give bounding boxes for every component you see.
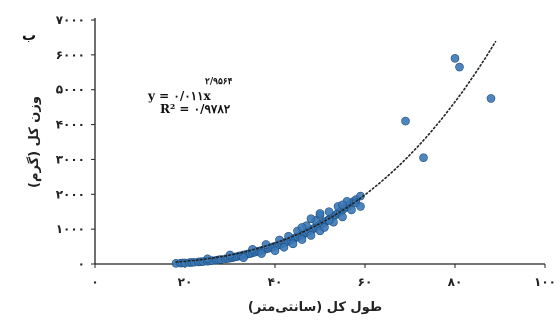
data-point xyxy=(297,235,307,244)
data-point xyxy=(257,249,266,258)
data-point xyxy=(419,153,428,162)
data-point xyxy=(315,209,325,218)
data-point xyxy=(486,94,496,103)
trendline xyxy=(175,40,497,263)
data-point xyxy=(324,207,334,217)
y-ticks: ۰ ۱۰۰۰ ۲۰۰۰ ۳۰۰۰ ۴۰۰۰ ۵۰۰۰ ۶۰۰۰ ۷۰۰۰ xyxy=(56,13,95,271)
data-point xyxy=(279,242,289,252)
x-ticks: ۰ ۲۰ ۴۰ ۶۰ ۸۰ ۱۰۰ xyxy=(91,264,556,289)
x-tick-label: ۶۰ xyxy=(358,275,373,289)
data-point xyxy=(203,254,212,264)
x-tick-label: ۴۰ xyxy=(268,275,283,289)
x-tick-label: ۸۰ xyxy=(448,275,463,289)
trend-equation: y = ۰/۰۱۱x xyxy=(147,89,212,103)
data-point xyxy=(239,253,248,263)
trend-r-squared: R² = ۰/۹۷۸۲ xyxy=(160,102,231,116)
y-tick-label: ۴۰۰۰ xyxy=(56,118,85,132)
x-tick-label: ۰ xyxy=(91,275,98,289)
data-point xyxy=(401,116,410,126)
x-tick-label: ۱۰۰ xyxy=(534,275,556,289)
x-tick-label: ۲۰ xyxy=(178,275,193,289)
data-point xyxy=(455,62,464,72)
data-point xyxy=(297,223,307,232)
y-tick-label: ۵۰۰۰ xyxy=(56,83,85,97)
data-point xyxy=(338,200,347,210)
x-axis-label: طول کل (سانتی‌متر) xyxy=(248,300,382,315)
data-point xyxy=(306,231,316,240)
data-point xyxy=(306,214,316,223)
data-point xyxy=(270,246,280,256)
y-tick-label: ۱۰۰۰ xyxy=(56,222,85,236)
y-tick-label: ۰ xyxy=(78,257,85,271)
data-point xyxy=(320,223,329,232)
y-tick-label: ۳۰۰۰ xyxy=(56,152,85,166)
data-point xyxy=(356,202,365,211)
y-axis-label: وزن کل (گرم) xyxy=(26,96,42,188)
y-tick-label: ۶۰۰۰ xyxy=(56,48,85,62)
axes xyxy=(94,18,545,265)
trend-exponent: ۲/۹۵۶۴ xyxy=(205,77,233,87)
data-point xyxy=(347,205,356,215)
data-point xyxy=(450,54,460,63)
panel-label: ب xyxy=(22,28,36,44)
data-point xyxy=(338,212,347,222)
y-tick-label: ۲۰۰۰ xyxy=(56,187,85,201)
data-point xyxy=(288,239,298,249)
y-tick-label: ۷۰۰۰ xyxy=(56,13,85,27)
